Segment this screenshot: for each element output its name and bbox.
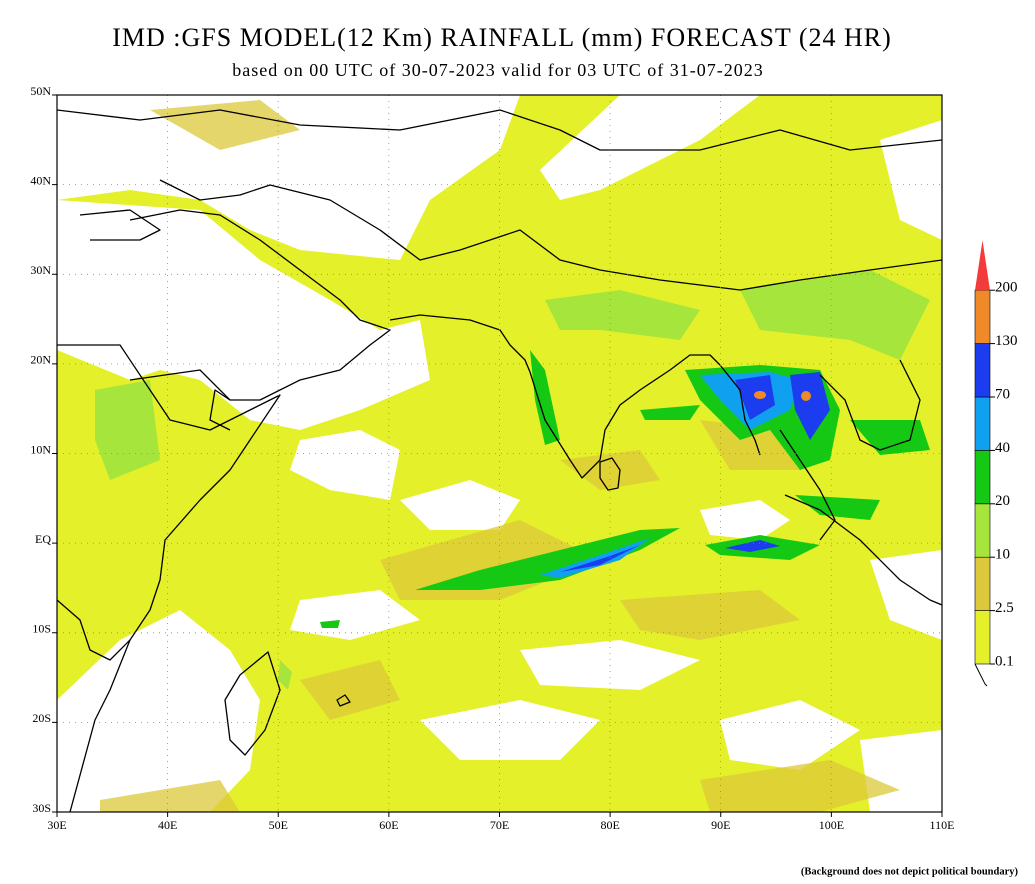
legend: 0.1 2.5 10 20 40 70 130 200 — [974, 240, 1018, 687]
lat-label: 20N — [30, 353, 51, 367]
legend-label: 40 — [995, 440, 1010, 456]
legend-label: 70 — [995, 386, 1010, 402]
legend-swatch — [974, 610, 991, 665]
lon-label: 40E — [158, 818, 177, 832]
lat-label: 50N — [30, 84, 51, 98]
legend-swatch — [974, 396, 991, 451]
heavy-rain — [95, 270, 930, 690]
axis-labels: 30E 40E 50E 60E 70E 80E 90E 100E 110E 50N 40N 30N 20… — [30, 84, 954, 832]
lat-label: EQ — [35, 532, 51, 546]
lat-label: 20S — [32, 711, 51, 725]
lat-label: 40N — [30, 173, 51, 187]
lat-label: 30S — [32, 801, 51, 815]
lon-label: 110E — [930, 818, 955, 832]
lon-label: 80E — [600, 818, 619, 832]
title: IMD :GFS MODEL(12 Km) RAINFALL (mm) FORE… — [112, 23, 892, 52]
coastlines — [57, 109, 942, 812]
legend-label: 20 — [995, 493, 1010, 509]
subtitle: based on 00 UTC of 30-07-2023 valid for … — [232, 60, 763, 80]
lat-label: 10S — [32, 622, 51, 636]
dry-areas — [57, 95, 942, 812]
lon-label: 60E — [379, 818, 398, 832]
lon-label: 70E — [490, 818, 509, 832]
legend-tail — [974, 663, 988, 687]
legend-label: 0.1 — [995, 653, 1014, 669]
legend-label: 130 — [995, 333, 1018, 349]
rainfall-field — [57, 95, 942, 812]
legend-label: 10 — [995, 547, 1010, 563]
legend-arrow — [975, 240, 990, 291]
legend-label: 2.5 — [995, 600, 1014, 616]
light-rain — [100, 100, 900, 812]
lon-label: 50E — [269, 818, 288, 832]
legend-swatch — [974, 289, 991, 344]
lon-label: 100E — [819, 818, 844, 832]
legend-swatch — [974, 343, 991, 398]
lon-label: 90E — [711, 818, 730, 832]
lat-label: 30N — [30, 263, 51, 277]
legend-swatch — [974, 450, 991, 505]
lon-label: 30E — [47, 818, 66, 832]
legend-swatch — [974, 503, 991, 558]
footnote: (Background does not depict political bo… — [801, 866, 1019, 877]
legend-swatch — [974, 556, 991, 611]
lat-label: 10N — [30, 442, 51, 456]
legend-label: 200 — [995, 280, 1018, 296]
